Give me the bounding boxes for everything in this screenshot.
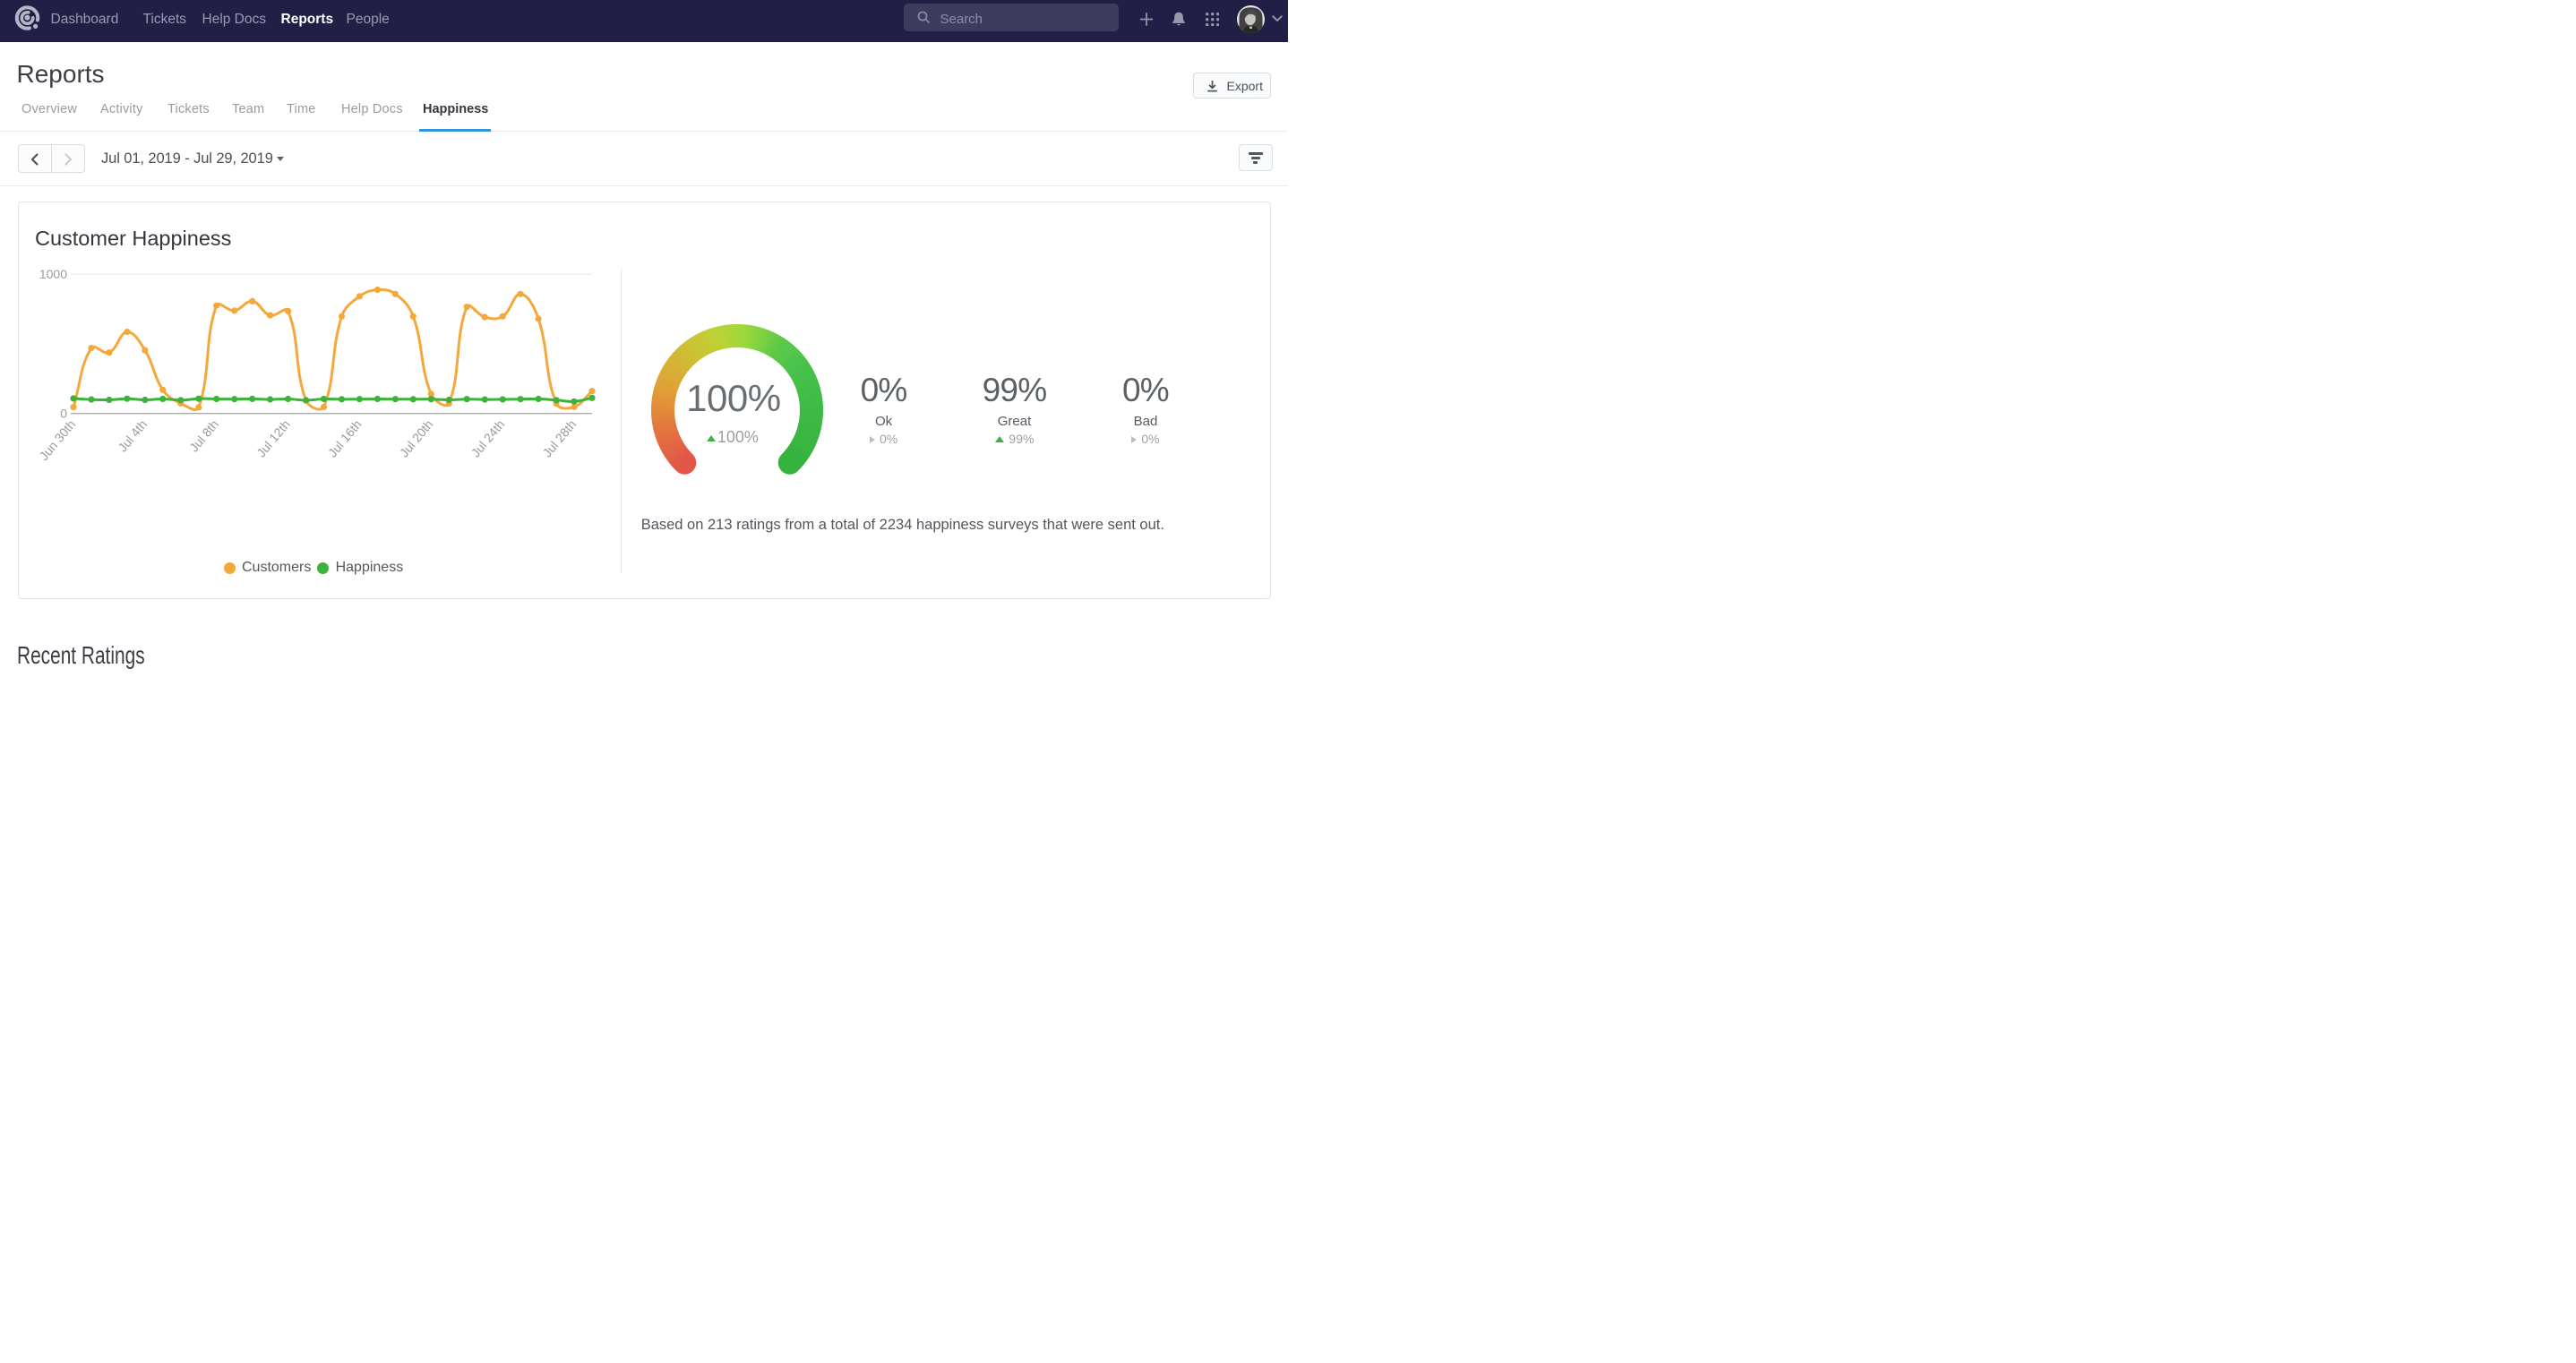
svg-text:Jul 4th: Jul 4th [115,417,150,455]
svg-text:Jun 30th: Jun 30th [37,417,79,463]
svg-text:Jul 28th: Jul 28th [540,417,580,460]
svg-text:0: 0 [60,407,67,421]
svg-text:Jul 16th: Jul 16th [325,417,365,460]
svg-text:Jul 8th: Jul 8th [186,417,221,455]
svg-text:Jul 24th: Jul 24th [468,417,508,460]
svg-text:Jul 12th: Jul 12th [253,417,293,460]
svg-text:1000: 1000 [39,267,67,281]
svg-text:Jul 20th: Jul 20th [397,417,436,460]
